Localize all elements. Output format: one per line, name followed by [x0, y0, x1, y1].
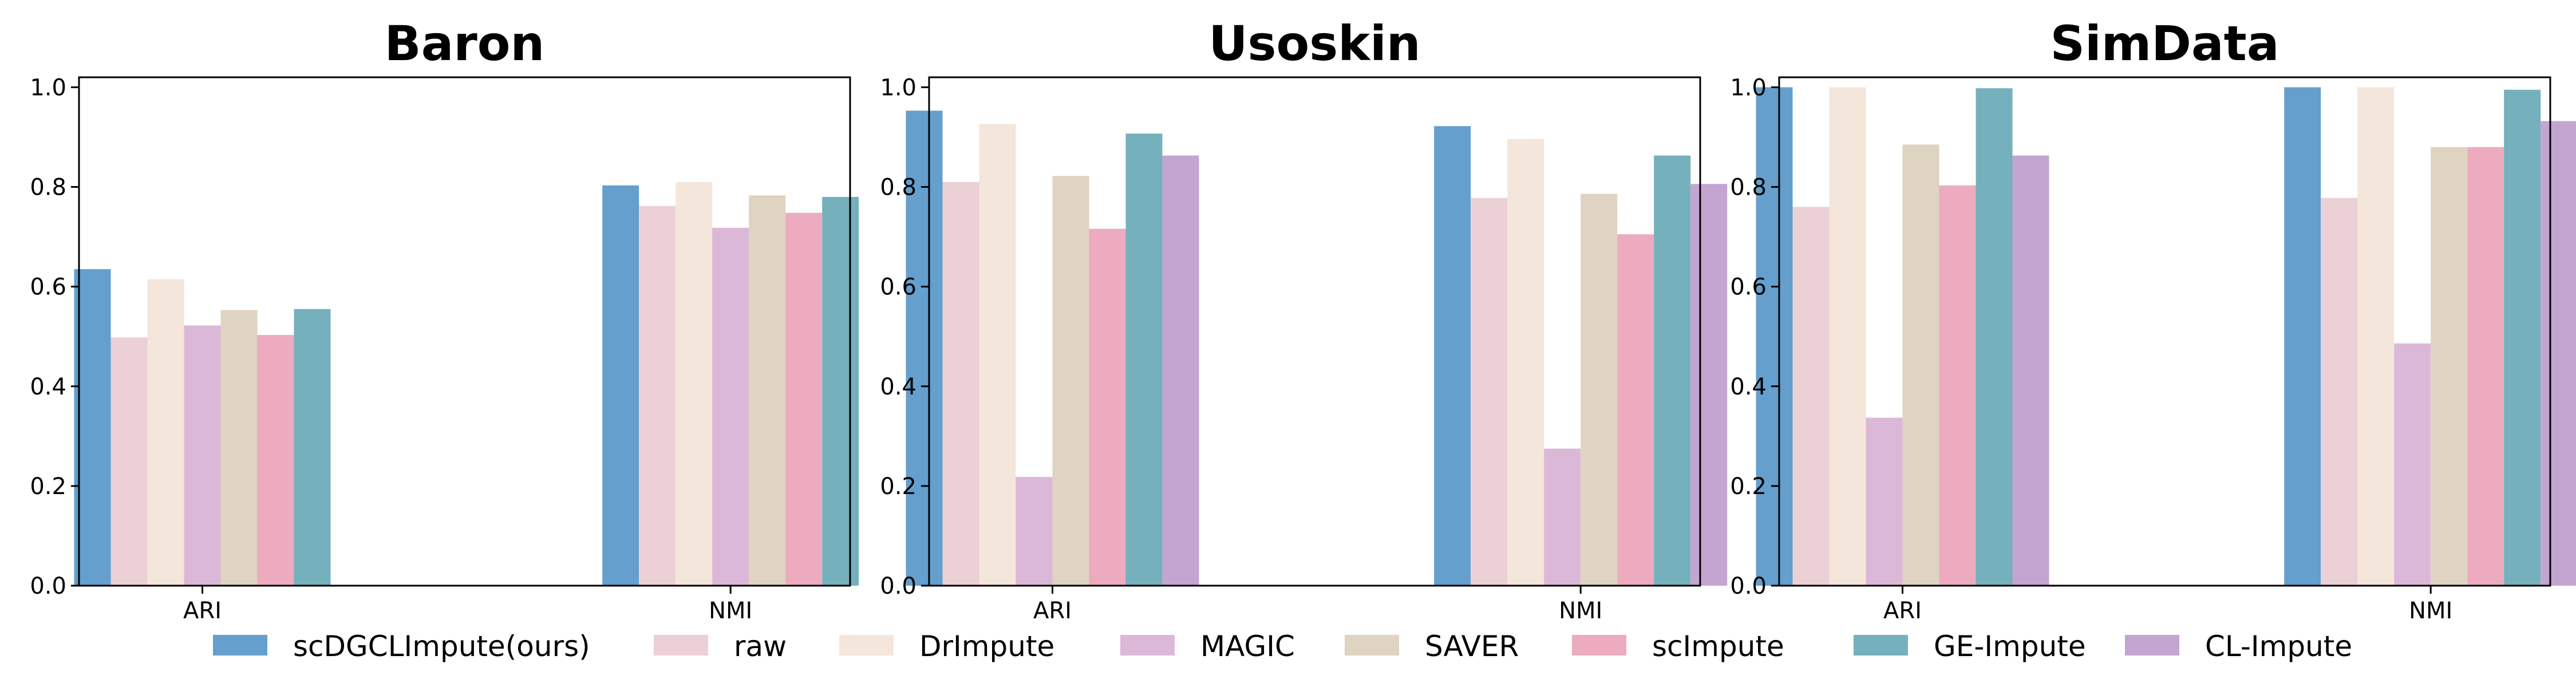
- axes-frame: [78, 76, 851, 587]
- legend-label-drimpute: DrImpute: [919, 630, 1054, 663]
- y-tick-label: 1.0: [30, 74, 66, 101]
- bar-simdata-nmi-scdgclimpute-ours: [2284, 87, 2321, 586]
- y-tick-label: 0.2: [1730, 473, 1767, 500]
- y-tick-label: 1.0: [1730, 74, 1767, 101]
- x-tick-label-nmi: NMI: [709, 598, 752, 624]
- bar-usoskin-nmi-magic: [1544, 448, 1581, 586]
- y-tick-label: 1.0: [880, 74, 916, 101]
- legend-label-raw: raw: [734, 630, 787, 663]
- legend-label-cl-impute: CL-Impute: [2205, 630, 2352, 663]
- axes-frame: [1778, 76, 2551, 587]
- x-tick-label-ari: ARI: [1883, 598, 1922, 624]
- bar-usoskin-ari-scdgclimpute-ours: [906, 110, 943, 586]
- legend-label-magic: MAGIC: [1200, 630, 1295, 663]
- bar-usoskin-ari-ge-impute: [1125, 133, 1163, 586]
- legend-swatch-ge-impute: [1854, 635, 1908, 656]
- legend-swatch-scdgclimpute-ours: [213, 635, 267, 656]
- y-tick-label: 0.0: [1730, 573, 1767, 599]
- bar-simdata-ari-cl-impute: [2012, 155, 2049, 586]
- y-tick-label: 0.0: [880, 573, 916, 599]
- y-tick-label: 0.6: [30, 274, 66, 301]
- y-tick-label: 0.6: [880, 274, 916, 301]
- bar-simdata-nmi-drimpute: [2357, 87, 2395, 586]
- bar-usoskin-nmi-cl-impute: [1690, 184, 1728, 586]
- bar-baron-ari-drimpute: [147, 279, 184, 586]
- bar-baron-ari-saver: [220, 310, 258, 586]
- bar-baron-nmi-drimpute: [675, 181, 713, 586]
- x-tick-label-ari: ARI: [1033, 598, 1072, 624]
- bar-baron-ari-scimpute: [257, 335, 294, 586]
- panel-title-usoskin: Usoskin: [1208, 15, 1420, 72]
- bar-simdata-nmi-cl-impute: [2541, 121, 2576, 586]
- bar-baron-ari-raw: [110, 337, 148, 586]
- chart-panel-simdata: ARI NMI 0.0 0.2 0.4 0.6 0.8 1.0 SimData: [1730, 15, 2576, 624]
- bar-simdata-nmi-raw: [2321, 198, 2358, 586]
- legend-label-saver: SAVER: [1425, 630, 1519, 663]
- bar-baron-ari-magic: [184, 325, 221, 586]
- y-tick-label: 0.0: [30, 573, 66, 599]
- bar-baron-nmi-scdgclimpute-ours: [602, 185, 639, 586]
- bar-usoskin-nmi-scimpute: [1617, 234, 1654, 586]
- panel-title-simdata: SimData: [2050, 15, 2279, 72]
- bar-baron-nmi-saver: [749, 195, 786, 586]
- bar-baron-nmi-scimpute: [785, 212, 823, 586]
- bar-usoskin-nmi-ge-impute: [1654, 155, 1691, 586]
- bar-usoskin-nmi-scdgclimpute-ours: [1434, 126, 1471, 586]
- legend-label-scdgclimpute-ours: scDGCLImpute(ours): [293, 630, 590, 663]
- bar-simdata-ari-magic: [1866, 417, 1903, 586]
- bar-simdata-ari-drimpute: [1829, 87, 1866, 586]
- bar-baron-nmi-raw: [639, 206, 676, 586]
- bar-usoskin-nmi-saver: [1581, 194, 1618, 586]
- chart-panel-baron: ARI NMI 0.0 0.2 0.4 0.6 0.8 1.0 Baron: [30, 15, 859, 624]
- y-tick-label: 0.6: [1730, 274, 1767, 301]
- bar-baron-nmi-ge-impute: [822, 196, 859, 586]
- y-tick-label: 0.8: [30, 175, 66, 201]
- axes-frame: [928, 76, 1701, 587]
- legend-swatch-magic: [1120, 635, 1175, 656]
- y-tick-label: 0.8: [880, 175, 916, 201]
- bar-usoskin-nmi-drimpute: [1507, 139, 1544, 586]
- legend-swatch-scimpute: [1572, 635, 1626, 656]
- bar-baron-ari-ge-impute: [294, 309, 331, 586]
- chart-panel-usoskin: ARI NMI 0.0 0.2 0.4 0.6 0.8 1.0 Usoskin: [880, 15, 1728, 624]
- bar-usoskin-ari-scimpute: [1089, 228, 1126, 586]
- y-tick-label: 0.8: [1730, 175, 1767, 201]
- bar-baron-ari-scdgclimpute-ours: [74, 269, 111, 586]
- panel-title-baron: Baron: [385, 15, 545, 72]
- x-tick-label-nmi: NMI: [2409, 598, 2452, 624]
- bar-simdata-nmi-magic: [2394, 343, 2431, 586]
- legend-label-ge-impute: GE-Impute: [1934, 630, 2086, 663]
- legend-swatch-raw: [654, 635, 708, 656]
- legend-swatch-cl-impute: [2125, 635, 2179, 656]
- x-tick-label-ari: ARI: [183, 598, 222, 624]
- bar-simdata-nmi-scimpute: [2467, 147, 2504, 586]
- bar-simdata-nmi-saver: [2431, 147, 2468, 586]
- bar-usoskin-ari-cl-impute: [1162, 155, 1199, 586]
- y-tick-label: 0.4: [1730, 374, 1767, 400]
- y-tick-label: 0.4: [30, 374, 66, 400]
- y-tick-label: 0.4: [880, 374, 916, 400]
- legend-swatch-saver: [1345, 635, 1399, 656]
- y-tick-label: 0.2: [30, 473, 66, 500]
- bar-simdata-nmi-ge-impute: [2504, 89, 2541, 586]
- x-tick-label-nmi: NMI: [1559, 598, 1602, 624]
- bar-simdata-ari-ge-impute: [1976, 88, 2013, 586]
- bar-simdata-ari-raw: [1792, 207, 1830, 586]
- bar-baron-nmi-magic: [712, 227, 749, 586]
- bar-usoskin-ari-drimpute: [979, 124, 1016, 586]
- bar-simdata-ari-saver: [1902, 144, 1939, 586]
- bar-usoskin-ari-magic: [1016, 477, 1053, 586]
- legend: scDGCLImpute(ours) raw DrImpute MAGIC SAVER s…: [213, 630, 2352, 663]
- y-tick-label: 0.2: [880, 473, 916, 500]
- bar-usoskin-ari-saver: [1052, 176, 1089, 586]
- legend-label-scimpute: scImpute: [1652, 630, 1784, 663]
- bar-simdata-ari-scdgclimpute-ours: [1756, 87, 1793, 586]
- bar-simdata-ari-scimpute: [1939, 185, 1976, 586]
- bar-usoskin-ari-raw: [942, 181, 979, 586]
- legend-swatch-drimpute: [839, 635, 894, 656]
- bar-usoskin-nmi-raw: [1471, 198, 1508, 586]
